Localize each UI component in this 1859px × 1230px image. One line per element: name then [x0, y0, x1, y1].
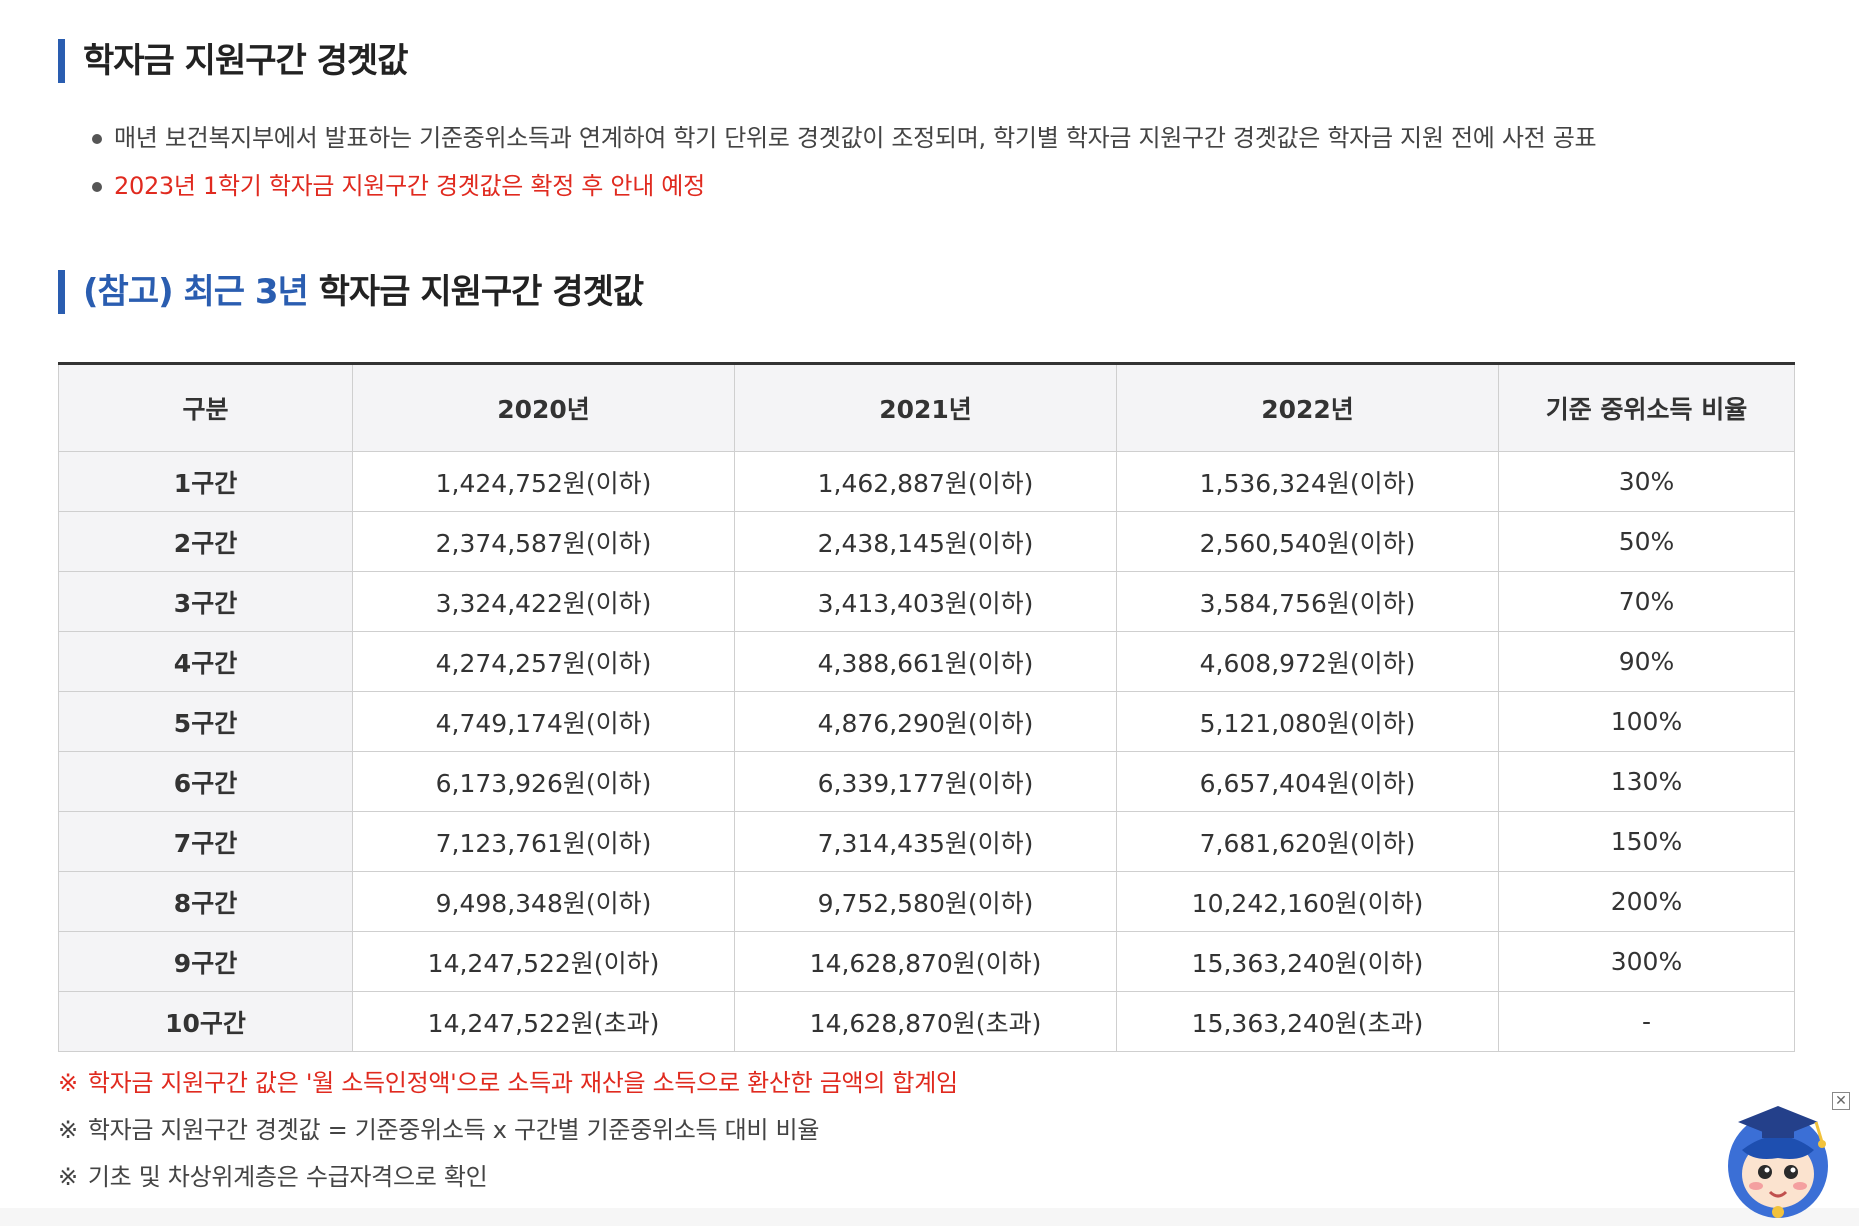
cell-2020: 14,247,522원(이하) — [352, 931, 735, 992]
cell-2020: 4,274,257원(이하) — [352, 631, 735, 692]
section-title-recent-3-years: (참고) 최근 3년 학자금 지원구간 경곗값 — [58, 270, 644, 314]
cell-ratio: - — [1498, 991, 1795, 1052]
cell-2020: 9,498,348원(이하) — [352, 871, 735, 932]
table-row: 7구간 7,123,761원(이하) 7,314,435원(이하) 7,681,620… — [58, 811, 1795, 872]
cell-2020: 7,123,761원(이하) — [352, 811, 735, 872]
footnote-mark: ※ — [58, 1069, 78, 1097]
table-header-row: 구분 2020년 2021년 2022년 기준 중위소득 비율 — [58, 363, 1795, 452]
table-row: 4구간 4,274,257원(이하) 4,388,661원(이하) 4,608,972… — [58, 631, 1795, 692]
cell-2022: 15,363,240원(초과) — [1116, 991, 1499, 1052]
footnote-item: ※ 학자금 지원구간 값은 '월 소득인정액'으로 소득과 재산을 소득으로 환산… — [58, 1060, 958, 1107]
table-row: 2구간 2,374,587원(이하) 2,438,145원(이하) 2,560,540… — [58, 511, 1795, 572]
column-header-2022: 2022년 — [1116, 363, 1499, 452]
cell-2021: 4,388,661원(이하) — [734, 631, 1117, 692]
cell-2021: 2,438,145원(이하) — [734, 511, 1117, 572]
table-row: 8구간 9,498,348원(이하) 9,752,580원(이하) 10,242,16… — [58, 871, 1795, 932]
table-row: 3구간 3,324,422원(이하) 3,413,403원(이하) 3,584,756… — [58, 571, 1795, 632]
cell-2020: 1,424,752원(이하) — [352, 451, 735, 512]
row-category: 1구간 — [58, 451, 353, 512]
cell-ratio: 50% — [1498, 511, 1795, 572]
row-category: 4구간 — [58, 631, 353, 692]
cell-2021: 14,628,870원(초과) — [734, 991, 1117, 1052]
bullet-dot-icon — [92, 182, 102, 192]
cell-2022: 2,560,540원(이하) — [1116, 511, 1499, 572]
row-category: 10구간 — [58, 991, 353, 1052]
section-title-support-thresholds: 학자금 지원구간 경곗값 — [58, 39, 408, 83]
cell-2021: 6,339,177원(이하) — [734, 751, 1117, 812]
cell-2020: 2,374,587원(이하) — [352, 511, 735, 572]
section-title-highlight: (참고) 최근 3년 — [83, 272, 309, 312]
page-bottom-strip — [0, 1208, 1859, 1226]
threshold-table: 구분 2020년 2021년 2022년 기준 중위소득 비율 1구간 1,424… — [58, 362, 1795, 1052]
row-category: 5구간 — [58, 691, 353, 752]
footnote-mark: ※ — [58, 1116, 78, 1144]
footnote-item: ※ 기초 및 차상위계층은 수급자격으로 확인 — [58, 1154, 958, 1201]
cell-ratio: 200% — [1498, 871, 1795, 932]
cell-ratio: 90% — [1498, 631, 1795, 692]
cell-ratio: 300% — [1498, 931, 1795, 992]
footnote-text: 학자금 지원구간 경곗값 = 기준중위소득 x 구간별 기준중위소득 대비 비율 — [87, 1116, 820, 1144]
info-bullet-text: 2023년 1학기 학자금 지원구간 경곗값은 확정 후 안내 예정 — [114, 172, 705, 200]
cell-2022: 10,242,160원(이하) — [1116, 871, 1499, 932]
mascot-graduate-icon-graphic — [1728, 1106, 1828, 1218]
cell-ratio: 30% — [1498, 451, 1795, 512]
cell-2020: 4,749,174원(이하) — [352, 691, 735, 752]
cell-2022: 4,608,972원(이하) — [1116, 631, 1499, 692]
cell-2022: 5,121,080원(이하) — [1116, 691, 1499, 752]
close-icon[interactable]: ✕ — [1832, 1092, 1850, 1110]
cell-2021: 14,628,870원(이하) — [734, 931, 1117, 992]
column-header-category: 구분 — [58, 363, 353, 452]
column-header-2021: 2021년 — [734, 363, 1117, 452]
table-row: 10구간 14,247,522원(초과) 14,628,870원(초과) 15,363… — [58, 991, 1795, 1052]
footnote-mark: ※ — [58, 1163, 78, 1191]
row-category: 6구간 — [58, 751, 353, 812]
cell-2022: 6,657,404원(이하) — [1116, 751, 1499, 812]
cell-ratio: 150% — [1498, 811, 1795, 872]
table-row: 5구간 4,749,174원(이하) 4,876,290원(이하) 5,121,080… — [58, 691, 1795, 752]
column-header-2020: 2020년 — [352, 363, 735, 452]
cell-2021: 7,314,435원(이하) — [734, 811, 1117, 872]
cell-2021: 4,876,290원(이하) — [734, 691, 1117, 752]
row-category: 2구간 — [58, 511, 353, 572]
info-bullet-list: 매년 보건복지부에서 발표하는 기준중위소득과 연계하여 학기 단위로 경곗값이… — [88, 114, 1597, 210]
footnote-list: ※ 학자금 지원구간 값은 '월 소득인정액'으로 소득과 재산을 소득으로 환산… — [58, 1060, 958, 1201]
cell-2021: 9,752,580원(이하) — [734, 871, 1117, 932]
row-category: 9구간 — [58, 931, 353, 992]
cell-2022: 1,536,324원(이하) — [1116, 451, 1499, 512]
cell-2021: 1,462,887원(이하) — [734, 451, 1117, 512]
bullet-dot-icon — [92, 134, 102, 144]
row-category: 3구간 — [58, 571, 353, 632]
column-header-median-income-ratio: 기준 중위소득 비율 — [1498, 363, 1795, 452]
cell-2022: 15,363,240원(이하) — [1116, 931, 1499, 992]
cell-2020: 14,247,522원(초과) — [352, 991, 735, 1052]
table-row: 9구간 14,247,522원(이하) 14,628,870원(이하) 15,363,… — [58, 931, 1795, 992]
cell-2022: 3,584,756원(이하) — [1116, 571, 1499, 632]
info-bullet-item-notice: 2023년 1학기 학자금 지원구간 경곗값은 확정 후 안내 예정 — [88, 162, 1596, 210]
cell-2021: 3,413,403원(이하) — [734, 571, 1117, 632]
info-bullet-item: 매년 보건복지부에서 발표하는 기준중위소득과 연계하여 학기 단위로 경곗값이… — [88, 114, 1597, 162]
footnote-text: 학자금 지원구간 값은 '월 소득인정액'으로 소득과 재산을 소득으로 환산한… — [87, 1069, 958, 1097]
cell-ratio: 70% — [1498, 571, 1795, 632]
section-title-rest: 학자금 지원구간 경곗값 — [307, 272, 644, 312]
row-category: 7구간 — [58, 811, 353, 872]
info-bullet-text: 매년 보건복지부에서 발표하는 기준중위소득과 연계하여 학기 단위로 경곗값이… — [114, 124, 1597, 152]
mascot-graduate-icon[interactable] — [1718, 1092, 1850, 1226]
cell-ratio: 100% — [1498, 691, 1795, 752]
footnote-item: ※ 학자금 지원구간 경곗값 = 기준중위소득 x 구간별 기준중위소득 대비 비… — [58, 1107, 958, 1154]
cell-2020: 3,324,422원(이하) — [352, 571, 735, 632]
table-row: 6구간 6,173,926원(이하) 6,339,177원(이하) 6,657,404… — [58, 751, 1795, 812]
row-category: 8구간 — [58, 871, 353, 932]
footnote-text: 기초 및 차상위계층은 수급자격으로 확인 — [87, 1163, 488, 1191]
cell-2022: 7,681,620원(이하) — [1116, 811, 1499, 872]
cell-2020: 6,173,926원(이하) — [352, 751, 735, 812]
cell-ratio: 130% — [1498, 751, 1795, 812]
table-row: 1구간 1,424,752원(이하) 1,462,887원(이하) 1,536,324… — [58, 451, 1795, 512]
